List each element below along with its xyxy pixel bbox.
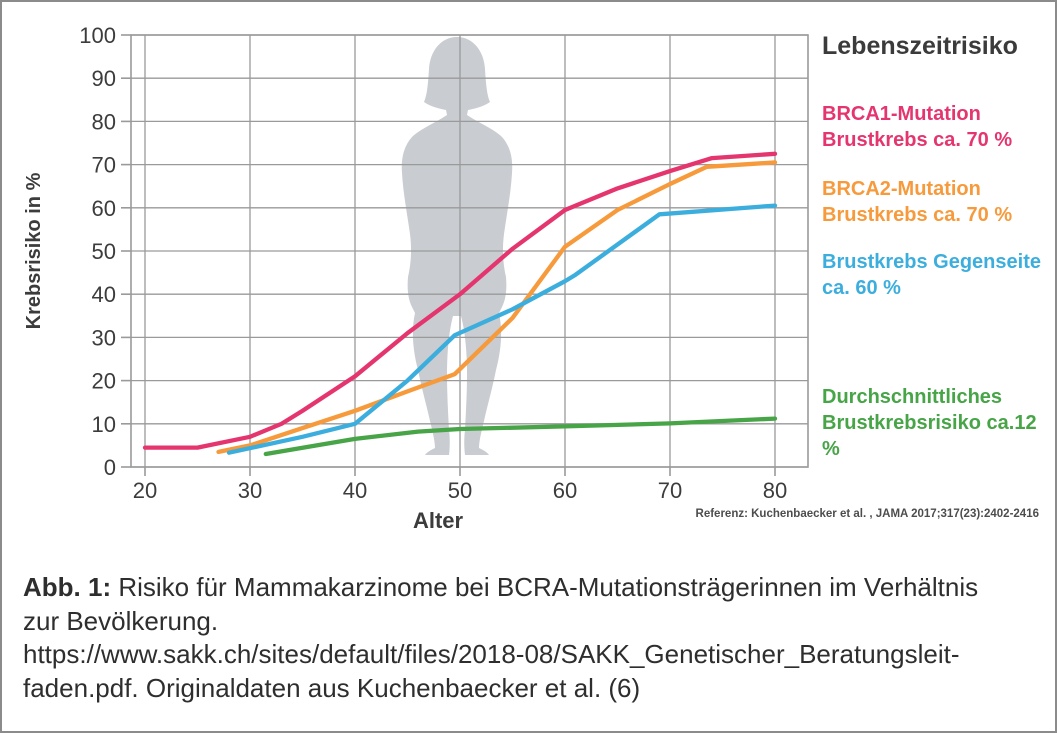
y-tick-label: 90 xyxy=(92,66,116,91)
legend-item-line: Brustkrebs ca. 70 % xyxy=(822,129,1013,151)
x-tick-label: 50 xyxy=(448,478,472,503)
legend-item-gegenseite: Brustkrebs Gegenseite ca. 60 % xyxy=(822,249,1041,301)
reference-text: Referenz: Kuchenbaecker et al. , JAMA 20… xyxy=(695,508,1039,520)
legend-item-line: Brustkrebs ca. 70 % xyxy=(822,204,1013,226)
chart-gridlines xyxy=(121,34,809,476)
y-tick-label: 50 xyxy=(92,239,116,264)
y-tick-label: 100 xyxy=(79,23,116,48)
x-tick-label: 80 xyxy=(763,478,787,503)
caption-line-1: Abb. 1: Risiko für Mammakarzinome bei BC… xyxy=(23,571,1038,605)
series-line xyxy=(263,416,778,457)
caption-line-4: faden.pdf. Originaldaten aus Kuchenbaeck… xyxy=(23,672,641,703)
legend-item-brca2: BRCA2-Mutation Brustkrebs ca. 70 % xyxy=(822,176,1012,228)
y-tick-label: 10 xyxy=(92,412,116,437)
chart-axis-labels: 0 10 20 30 40 50 60 70 80 90 100 20 30 40 50 60 70 80 Kreb… xyxy=(23,23,787,533)
x-axis-title: Alter xyxy=(413,508,464,533)
y-tick-label: 70 xyxy=(92,153,116,178)
y-tick-label: 30 xyxy=(92,325,116,350)
y-tick-label: 40 xyxy=(92,282,116,307)
y-tick-label: 80 xyxy=(92,109,116,134)
caption-line-3: https://www.sakk.ch/sites/default/files/… xyxy=(23,639,960,669)
y-tick-label: 20 xyxy=(92,369,116,394)
legend-item-brca1: BRCA1-Mutation Brustkrebs ca. 70 % xyxy=(822,101,1012,153)
legend-item-line: BRCA1-Mutation xyxy=(822,103,981,125)
legend-item-durchschnitt: Durchschnittliches Brustkrebsrisiko ca.1… xyxy=(822,384,1050,462)
legend-item-line: ca. 60 % xyxy=(822,277,901,299)
x-tick-label: 40 xyxy=(343,478,367,503)
legend-item-line: Durchschnittliches xyxy=(822,386,1003,408)
caption-line-1-text: Risiko für Mammakarzinome bei BCRA-Mutat… xyxy=(111,572,979,602)
figure-caption: Abb. 1: Risiko für Mammakarzinome bei BC… xyxy=(23,571,1038,705)
x-tick-label: 60 xyxy=(553,478,577,503)
legend-item-line: BRCA2-Mutation xyxy=(822,178,981,200)
caption-line-2: zur Bevölkerung. xyxy=(23,605,219,636)
risk-line-chart: 0 10 20 30 40 50 60 70 80 90 100 20 30 40 50 60 70 80 Kreb… xyxy=(23,23,809,533)
series-line xyxy=(142,151,778,450)
series-line xyxy=(216,160,778,455)
y-axis-title: Krebsrisiko in % xyxy=(23,172,45,329)
x-tick-label: 30 xyxy=(238,478,262,503)
legend-item-line: Brustkrebs Gegenseite xyxy=(822,251,1041,273)
legend-item-line: Brustkrebsrisiko ca.12 % xyxy=(822,412,1037,460)
caption-label: Abb. 1: xyxy=(23,572,112,602)
series-line xyxy=(226,203,778,455)
chart-series-lines xyxy=(142,151,778,457)
y-tick-label: 0 xyxy=(104,455,116,480)
x-tick-label: 70 xyxy=(658,478,682,503)
woman-silhouette-icon xyxy=(401,37,513,455)
x-tick-label: 20 xyxy=(133,478,157,503)
legend-title: Lebenszeitrisiko xyxy=(822,32,1018,60)
y-tick-label: 60 xyxy=(92,196,116,221)
